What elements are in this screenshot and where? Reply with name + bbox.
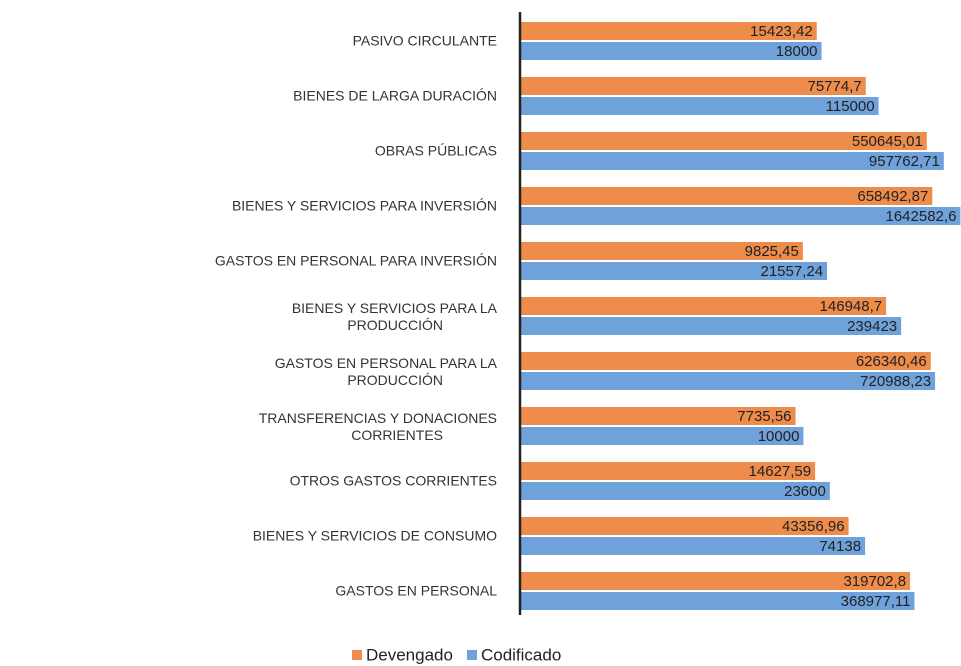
- category-label: GASTOS EN PERSONAL PARA LA PRODUCCIÓN: [275, 355, 498, 388]
- data-label: 9825,45: [745, 243, 799, 260]
- bar: [520, 537, 866, 555]
- data-label: 319702,8: [843, 573, 906, 590]
- bar: [520, 262, 828, 280]
- data-label: 75774,7: [808, 78, 862, 95]
- data-label: 43356,96: [782, 518, 845, 535]
- data-label: 74138: [819, 538, 861, 555]
- data-label: 957762,71: [869, 153, 940, 170]
- bar: [520, 352, 931, 370]
- bar: [520, 242, 803, 260]
- category-label: TRANSFERENCIAS Y DONACIONES CORRIENTES: [259, 410, 497, 443]
- data-label: 146948,7: [820, 298, 883, 315]
- category-label: BIENES Y SERVICIOS DE CONSUMO: [253, 528, 497, 544]
- legend-label: Devengado: [366, 645, 453, 664]
- data-label: 720988,23: [860, 373, 931, 390]
- bar: [520, 77, 866, 95]
- data-label: 626340,46: [856, 353, 927, 370]
- bar: [520, 22, 817, 40]
- bar: [520, 317, 902, 335]
- data-label: 115000: [826, 98, 875, 115]
- bar: [520, 42, 822, 60]
- data-label: 368977,11: [841, 593, 911, 610]
- data-label: 21557,24: [760, 263, 823, 280]
- bar: [520, 572, 911, 590]
- bar: [520, 152, 944, 170]
- bar: [520, 407, 796, 425]
- data-label: 7735,56: [737, 408, 791, 425]
- bar: [520, 462, 816, 480]
- legend-label: Codificado: [481, 645, 561, 664]
- category-label: GASTOS EN PERSONAL PARA INVERSIÓN: [215, 253, 497, 269]
- data-label: 658492,87: [857, 188, 928, 205]
- data-label: 23600: [784, 483, 826, 500]
- data-label: 1642582,6: [886, 208, 957, 225]
- bar: [520, 97, 879, 115]
- legend-swatch: [352, 650, 362, 660]
- category-label: BIENES DE LARGA DURACIÓN: [293, 88, 497, 104]
- bar: [520, 592, 915, 610]
- bar: [520, 517, 849, 535]
- data-label: 14627,59: [749, 463, 812, 480]
- category-label: OTROS GASTOS CORRIENTES: [290, 473, 497, 489]
- data-label: 239423: [847, 318, 897, 335]
- bar: [520, 482, 830, 500]
- bar: [520, 207, 961, 225]
- bar: [520, 427, 804, 445]
- data-label: 18000: [776, 43, 818, 60]
- data-label: 550645,01: [852, 133, 923, 150]
- bar: [520, 132, 927, 150]
- category-label: BIENES Y SERVICIOS PARA LA PRODUCCIÓN: [292, 300, 498, 333]
- data-label: 10000: [758, 428, 800, 445]
- bar: [520, 187, 933, 205]
- category-label: OBRAS PÚBLICAS: [375, 143, 497, 159]
- data-label: 15423,42: [750, 23, 813, 40]
- legend-swatch: [466, 650, 477, 660]
- category-label: PASIVO CIRCULANTE: [353, 33, 497, 49]
- bar: [520, 372, 936, 390]
- category-label: GASTOS EN PERSONAL: [335, 583, 497, 599]
- bar: [520, 297, 887, 315]
- category-label: BIENES Y SERVICIOS PARA INVERSIÓN: [232, 198, 497, 214]
